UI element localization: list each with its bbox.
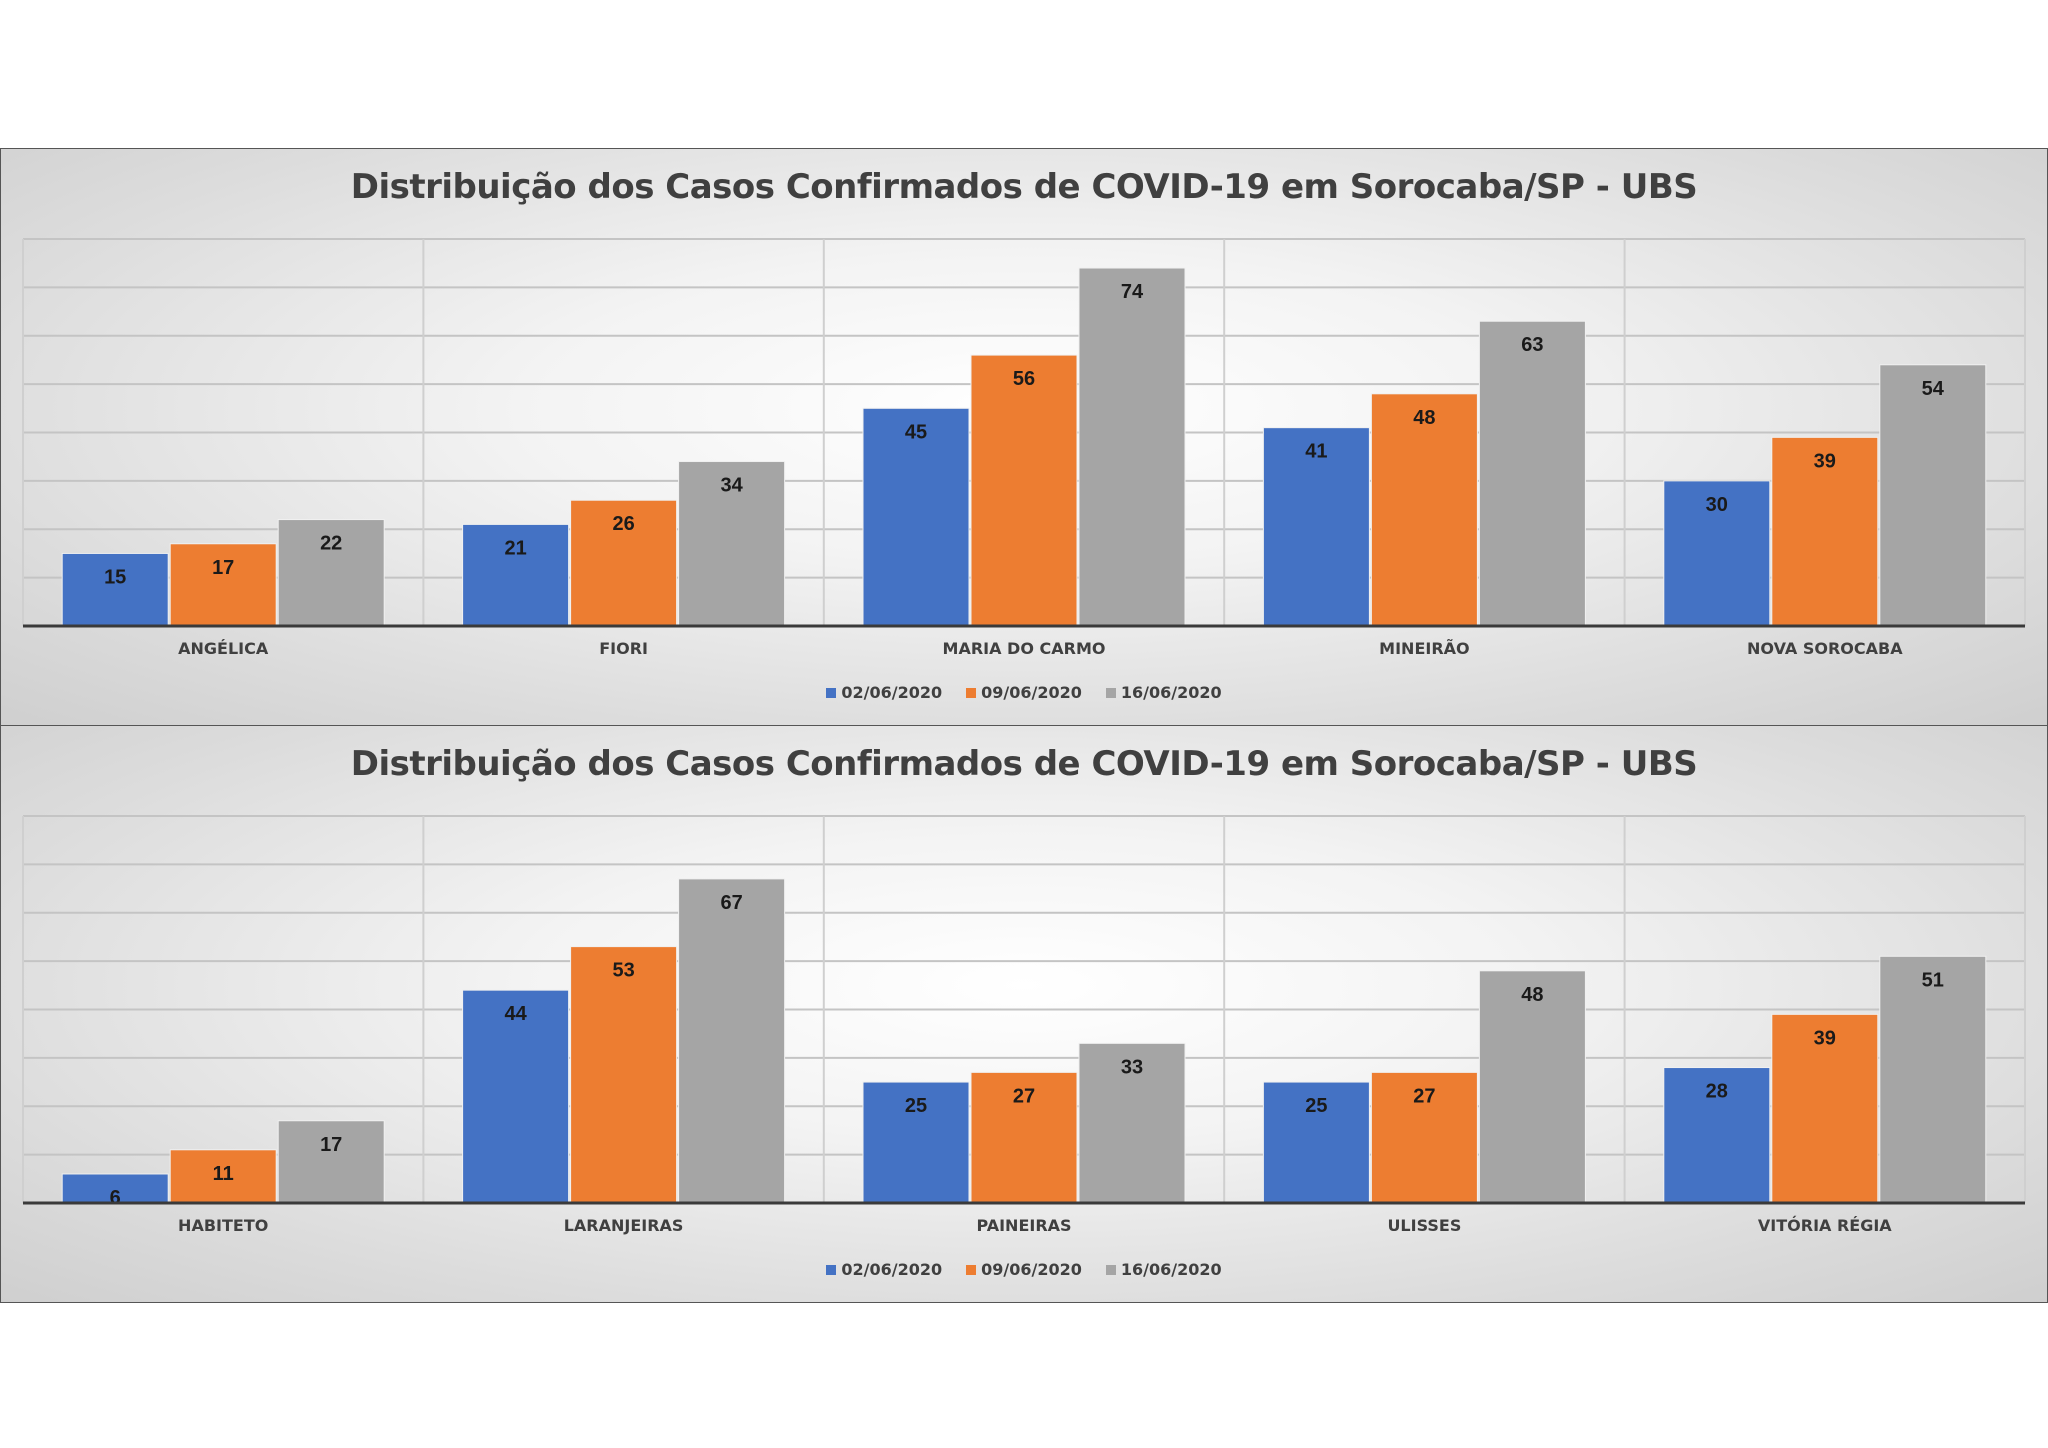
category-label: NOVA SOROCABA [1747, 639, 1903, 658]
bar [678, 878, 786, 1204]
data-label: 21 [504, 537, 526, 559]
legend-swatch [966, 687, 977, 698]
data-label: 63 [1521, 334, 1543, 356]
category-label: MINEIRÃO [1379, 639, 1469, 658]
legend-label: 16/06/2020 [1120, 683, 1222, 702]
legend-label: 16/06/2020 [1120, 1260, 1222, 1279]
data-label: 33 [1121, 1056, 1143, 1078]
category-label: MARIA DO CARMO [943, 639, 1106, 658]
bar [61, 552, 169, 627]
category-label: VITÓRIA RÉGIA [1758, 1216, 1892, 1235]
bar [1663, 480, 1771, 627]
legend-label: 02/06/2020 [841, 1260, 943, 1279]
bar [1478, 320, 1586, 627]
data-label: 67 [720, 892, 742, 914]
data-label: 48 [1413, 407, 1435, 429]
bar-chart-plot: 6 11 17 HABITETO 44 53 67 LARANJEIRAS 25 27 33 PAIN… [22, 815, 2026, 1235]
category-label: ULISSES [1387, 1216, 1461, 1235]
bar [277, 1120, 385, 1204]
data-label: 54 [1922, 378, 1945, 400]
bar [1771, 1013, 1879, 1204]
category-label: ANGÉLICA [178, 639, 269, 658]
data-label: 39 [1814, 450, 1836, 472]
category-label: FIORI [599, 639, 648, 658]
data-label: 48 [1521, 984, 1543, 1006]
bar [1370, 393, 1478, 627]
data-label: 25 [905, 1095, 927, 1117]
data-label: 34 [720, 475, 743, 497]
legend-swatch [966, 1264, 977, 1275]
bar [570, 499, 678, 627]
chart-legend: 02/06/2020 09/06/2020 16/06/2020 [1, 1260, 2047, 1279]
bar [1478, 970, 1586, 1204]
bar [1879, 955, 1987, 1204]
legend-item: 09/06/2020 [966, 683, 1082, 702]
legend-swatch [1105, 1264, 1116, 1275]
bar [169, 1149, 277, 1204]
bar [862, 407, 970, 627]
data-label: 27 [1013, 1085, 1035, 1107]
legend-label: 02/06/2020 [841, 683, 943, 702]
legend-swatch [826, 687, 837, 698]
legend-item: 16/06/2020 [1105, 1260, 1222, 1279]
bar [462, 523, 570, 627]
legend-item: 16/06/2020 [1105, 683, 1222, 702]
data-label: 41 [1305, 441, 1327, 463]
legend-swatch [826, 1264, 837, 1275]
legend-item: 09/06/2020 [966, 1260, 1082, 1279]
bar [1370, 1071, 1478, 1204]
data-label: 44 [504, 1003, 527, 1025]
bar [1879, 364, 1987, 627]
data-label: 17 [320, 1134, 342, 1156]
bar [970, 354, 1078, 627]
data-label: 25 [1305, 1095, 1327, 1117]
category-label: LARANJEIRAS [564, 1216, 684, 1235]
chart-panel-2: Distribuição dos Casos Confirmados de CO… [0, 725, 2048, 1303]
bar [1262, 427, 1370, 627]
bar [1262, 1081, 1370, 1204]
bar [1078, 267, 1186, 627]
data-label: 28 [1706, 1081, 1728, 1103]
bar [1663, 1067, 1771, 1204]
data-label: 26 [612, 513, 634, 535]
category-label: HABITETO [178, 1216, 268, 1235]
bar [970, 1071, 1078, 1204]
legend-item: 02/06/2020 [826, 1260, 942, 1279]
data-label: 39 [1814, 1027, 1836, 1049]
bar [61, 1173, 169, 1204]
bar [862, 1081, 970, 1204]
legend-label: 09/06/2020 [981, 683, 1082, 702]
data-label: 27 [1413, 1085, 1435, 1107]
data-label: 51 [1922, 969, 1944, 991]
data-label: 53 [612, 960, 634, 982]
chart-title: Distribuição dos Casos Confirmados de CO… [350, 744, 1698, 784]
bar [462, 989, 570, 1204]
data-label: 11 [213, 1163, 234, 1185]
data-label: 30 [1706, 494, 1728, 516]
bar [1078, 1042, 1186, 1204]
data-label: 45 [905, 421, 927, 443]
data-label: 17 [212, 557, 234, 579]
bar [570, 946, 678, 1204]
legend-swatch [1105, 687, 1116, 698]
data-label: 6 [110, 1187, 121, 1209]
bar [277, 519, 385, 627]
category-label: PAINEIRAS [976, 1216, 1071, 1235]
bar [169, 543, 277, 627]
bar-chart-plot: 15 17 22 ANGÉLICA 21 26 34 FIORI 45 56 74 MARIA DO … [22, 238, 2026, 658]
data-label: 74 [1121, 281, 1144, 303]
chart-legend: 02/06/2020 09/06/2020 16/06/2020 [1, 683, 2047, 702]
data-label: 22 [320, 533, 342, 555]
chart-title: Distribuição dos Casos Confirmados de CO… [350, 167, 1698, 207]
legend-item: 02/06/2020 [826, 683, 942, 702]
chart-panel-1: Distribuição dos Casos Confirmados de CO… [0, 148, 2048, 726]
data-label: 56 [1013, 368, 1035, 390]
legend-label: 09/06/2020 [981, 1260, 1082, 1279]
data-label: 15 [104, 566, 126, 588]
bar [678, 461, 786, 627]
